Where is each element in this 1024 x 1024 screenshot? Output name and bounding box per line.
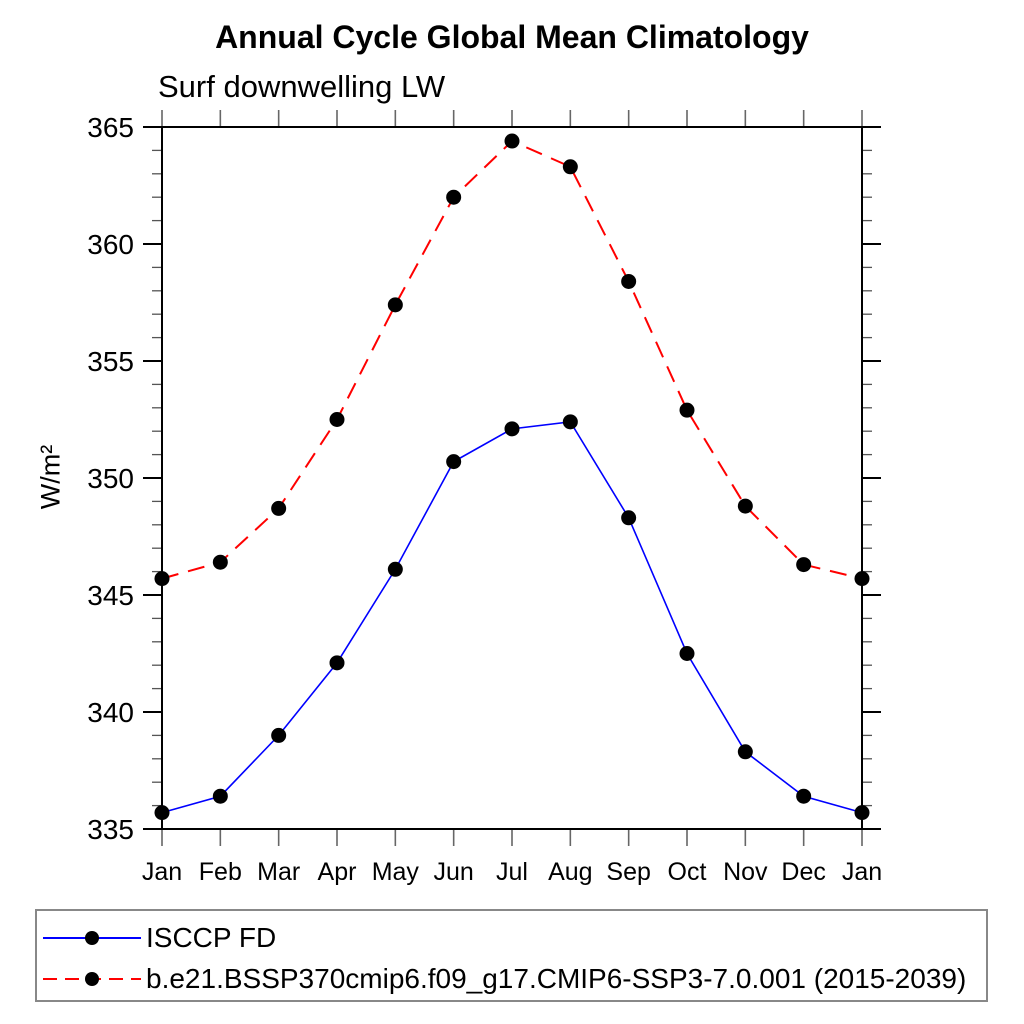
data-point — [329, 412, 345, 427]
data-point — [796, 557, 812, 573]
data-point — [737, 744, 753, 760]
data-point — [796, 788, 812, 804]
y-tick-label: 365 — [87, 112, 134, 143]
legend-sample-marker — [85, 972, 99, 986]
legend-line-sample-solid — [43, 931, 141, 945]
data-point — [854, 805, 870, 821]
data-point — [271, 727, 287, 743]
legend-item-isccp-fd: ISCCP FD — [41, 922, 277, 953]
data-point — [504, 421, 520, 437]
data-point — [387, 561, 403, 577]
x-tick-label: Jun — [434, 858, 474, 886]
plot-frame — [161, 126, 863, 830]
y-tick-label: 360 — [87, 229, 134, 260]
data-point — [154, 571, 170, 587]
data-point — [737, 498, 753, 514]
chart-subtitle: Surf downwelling LW — [158, 69, 446, 104]
data-point — [446, 189, 462, 205]
x-tick-label: Nov — [723, 858, 768, 886]
data-point — [562, 414, 578, 430]
legend-line-sample-dashed — [43, 972, 141, 986]
x-tick-label: Aug — [548, 858, 592, 886]
data-point — [504, 133, 520, 149]
data-point — [679, 646, 695, 661]
data-point — [621, 273, 637, 289]
y-tick-label: 335 — [87, 814, 134, 845]
series-line-1 — [161, 139, 863, 580]
data-point — [621, 510, 637, 526]
legend-label-model: b.e21.BSSP370cmip6.f09_g17.CMIP6-SSP3-7.… — [146, 963, 967, 994]
data-point — [212, 554, 228, 570]
x-tick-label: Sep — [606, 858, 650, 886]
x-tick-label: Apr — [318, 858, 357, 886]
x-tick-label: Mar — [257, 858, 300, 886]
y-tick-label: 340 — [87, 697, 134, 728]
legend: ISCCP FD b.e21.BSSP370cmip6.f09_g17.CMIP… — [35, 909, 988, 1002]
y-tick-label: 350 — [87, 463, 134, 494]
legend-item-model: b.e21.BSSP370cmip6.f09_g17.CMIP6-SSP3-7.… — [41, 963, 967, 994]
series-line-0 — [161, 420, 863, 814]
x-tick-label: Oct — [668, 858, 707, 886]
legend-label-isccp-fd: ISCCP FD — [146, 922, 277, 953]
x-tick-label: Feb — [199, 858, 242, 886]
data-point — [854, 571, 870, 587]
x-tick-label: Jan — [142, 858, 182, 886]
data-point — [154, 805, 170, 821]
x-tick-label: Dec — [781, 858, 825, 886]
data-point — [329, 655, 345, 671]
x-tick-label: Jul — [496, 858, 528, 886]
data-point — [562, 159, 578, 175]
data-point — [679, 402, 695, 418]
data-point — [212, 788, 228, 804]
data-point — [387, 297, 403, 313]
chart-title: Annual Cycle Global Mean Climatology — [215, 19, 809, 55]
x-tick-label: May — [372, 858, 420, 886]
data-point — [271, 500, 287, 516]
y-tick-label: 345 — [87, 580, 134, 611]
legend-sample-marker — [85, 931, 99, 945]
y-tick-label: 355 — [87, 346, 134, 377]
data-point — [446, 454, 462, 470]
x-tick-label: Jan — [842, 858, 882, 886]
